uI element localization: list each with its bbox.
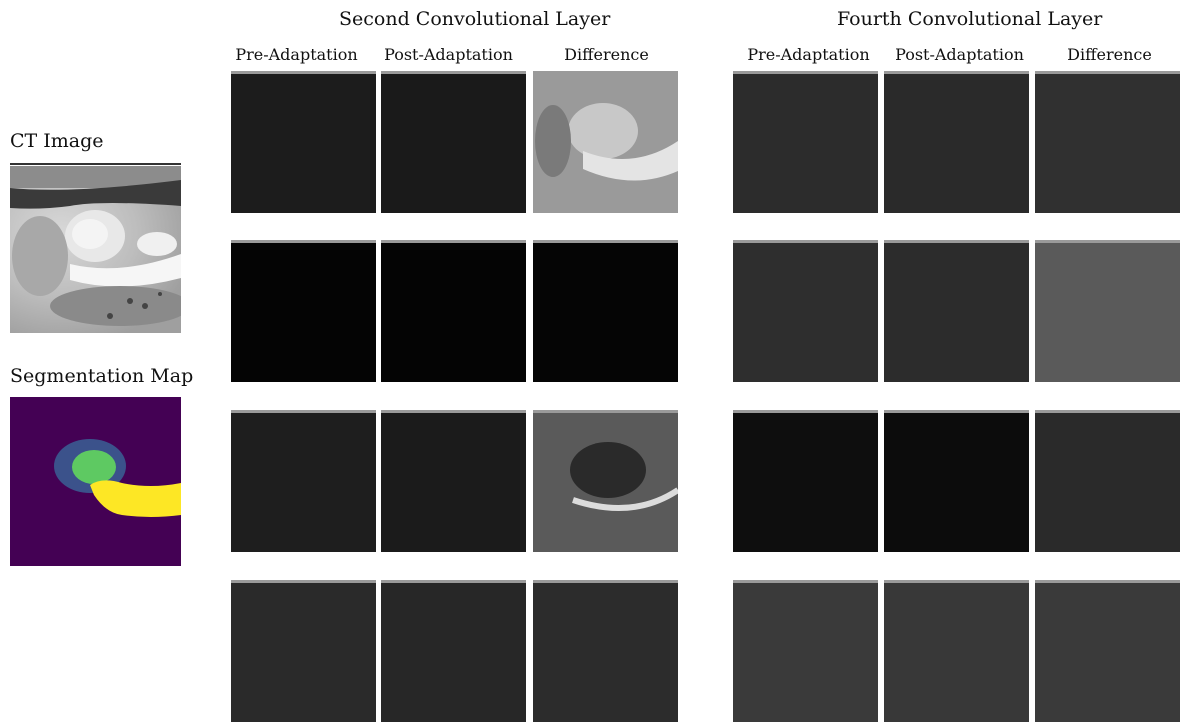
- g1-col-post-header: Post-Adaptation: [384, 45, 513, 64]
- segmentation-drawing: [54, 439, 181, 517]
- g2-r1-diff-panel: [1035, 71, 1180, 213]
- g1-r3-diff-detail: [570, 442, 678, 511]
- ct-image-divider: [10, 163, 181, 165]
- g1-r3-diff-panel: [533, 410, 678, 552]
- g1-r1-pre-panel: [231, 71, 376, 213]
- g1-r1-diff-detail: [535, 103, 678, 181]
- g1-col-pre-header: Pre-Adaptation: [235, 45, 358, 64]
- g2-r2-post-panel: [884, 240, 1029, 382]
- fourth-layer-title: Fourth Convolutional Layer: [837, 8, 1103, 30]
- ct-image-drawing: [10, 166, 181, 326]
- g1-r1-diff-panel: [533, 71, 678, 213]
- g1-r4-post-panel: [381, 580, 526, 722]
- segmentation-map: [10, 397, 181, 566]
- g2-r1-post-panel: [884, 71, 1029, 213]
- g1-r3-post-panel: [381, 410, 526, 552]
- g2-r4-post-panel: [884, 580, 1029, 722]
- g2-r3-post-panel: [884, 410, 1029, 552]
- g2-r2-pre-panel: [733, 240, 878, 382]
- g2-r3-diff-panel: [1035, 410, 1180, 552]
- g1-r4-pre-panel: [231, 580, 376, 722]
- g2-r3-pre-panel: [733, 410, 878, 552]
- g1-r4-diff-panel: [533, 580, 678, 722]
- g1-col-diff-header: Difference: [564, 45, 649, 64]
- ct-image: [10, 166, 181, 333]
- g2-r2-diff-panel: [1035, 240, 1180, 382]
- ct-image-label: CT Image: [10, 130, 104, 152]
- g1-r2-post-panel: [381, 240, 526, 382]
- g1-r3-pre-panel: [231, 410, 376, 552]
- g1-r1-post-panel: [381, 71, 526, 213]
- g2-r1-pre-panel: [733, 71, 878, 213]
- g2-col-post-header: Post-Adaptation: [895, 45, 1024, 64]
- seg-map-label: Segmentation Map: [10, 365, 194, 387]
- g1-r2-diff-panel: [533, 240, 678, 382]
- g2-r4-diff-panel: [1035, 580, 1180, 722]
- g1-r2-pre-panel: [231, 240, 376, 382]
- g2-col-diff-header: Difference: [1067, 45, 1152, 64]
- g2-r4-pre-panel: [733, 580, 878, 722]
- second-layer-title: Second Convolutional Layer: [339, 8, 611, 30]
- g2-col-pre-header: Pre-Adaptation: [747, 45, 870, 64]
